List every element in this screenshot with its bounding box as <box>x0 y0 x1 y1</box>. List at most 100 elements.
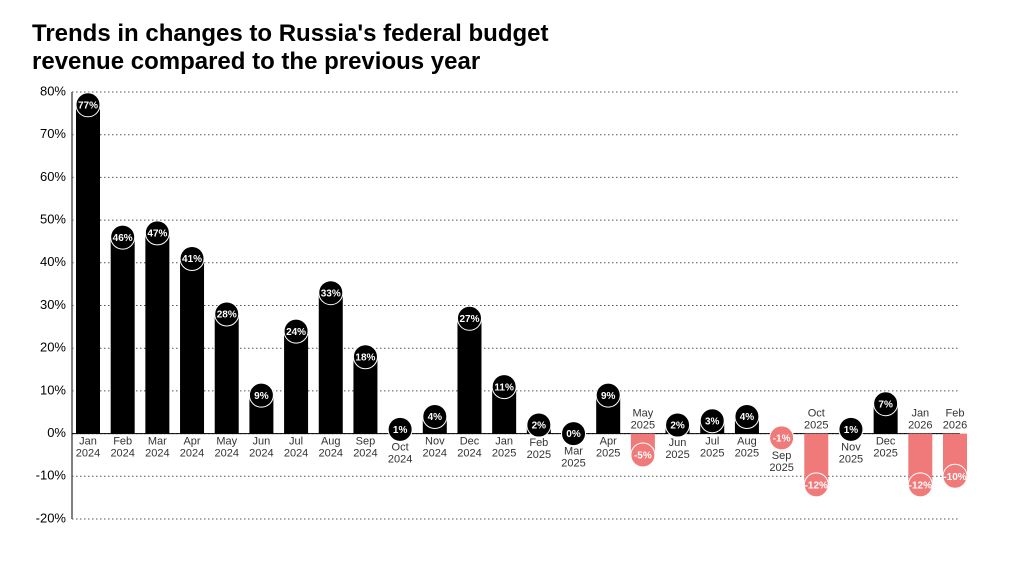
x-tick-label: Jan 2024 <box>76 436 100 460</box>
value-badge <box>352 344 378 370</box>
value-label: 24% <box>286 327 306 338</box>
value-label: -10% <box>943 472 966 483</box>
value-label: -12% <box>805 480 828 491</box>
value-badge <box>561 421 587 447</box>
y-tick-label: 60% <box>40 169 66 184</box>
x-tick-label: Oct 2024 <box>388 441 412 465</box>
value-label: 3% <box>705 416 720 427</box>
x-tick-label: May 2025 <box>631 408 655 432</box>
value-label: 41% <box>182 254 202 265</box>
x-tick-label: Dec 2025 <box>873 436 897 460</box>
x-tick-label: Jul 2024 <box>284 436 308 460</box>
value-label: 46% <box>113 233 133 244</box>
value-label: -12% <box>909 480 932 491</box>
x-tick-label: Dec 2024 <box>457 436 481 460</box>
y-tick-label: 30% <box>40 297 66 312</box>
x-tick-label: Jan 2025 <box>492 436 516 460</box>
x-tick-label: May 2024 <box>214 436 238 460</box>
value-badge <box>942 463 968 489</box>
value-badge <box>595 382 621 408</box>
value-label: 27% <box>459 314 479 325</box>
value-label: 2% <box>670 421 685 432</box>
y-tick-label: 0% <box>47 425 66 440</box>
value-badge <box>318 280 344 306</box>
value-badge <box>110 224 136 250</box>
y-tick-label: 10% <box>40 382 66 397</box>
x-tick-label: Sep 2024 <box>353 436 377 460</box>
value-label: 1% <box>393 425 408 436</box>
x-tick-label: Jul 2025 <box>700 436 724 460</box>
value-badge <box>214 301 240 327</box>
value-label: 77% <box>78 100 98 111</box>
value-badge <box>907 472 933 498</box>
value-badge <box>422 404 448 430</box>
value-label: 9% <box>254 391 269 402</box>
x-tick-label: Nov 2024 <box>423 436 447 460</box>
bar <box>457 306 482 434</box>
bar <box>145 220 170 434</box>
value-label: 28% <box>217 310 237 321</box>
value-label: 1% <box>844 425 859 436</box>
value-label: -5% <box>634 451 652 462</box>
chart-title: Trends in changes to Russia's federal bu… <box>32 20 549 75</box>
bar <box>284 319 309 434</box>
y-tick-label: 50% <box>40 212 66 227</box>
value-label: 33% <box>321 288 341 299</box>
value-label: 0% <box>566 429 581 440</box>
x-tick-label: Nov 2025 <box>839 441 863 465</box>
value-badge <box>699 408 725 434</box>
value-badge <box>144 220 170 246</box>
x-tick-label: Mar 2024 <box>145 436 169 460</box>
value-badge <box>734 404 760 430</box>
x-tick-label: Feb 2025 <box>527 437 551 461</box>
x-tick-label: Aug 2025 <box>735 436 759 460</box>
x-tick-label: Jan 2026 <box>908 408 932 432</box>
value-badge <box>387 416 413 442</box>
y-tick-label: -10% <box>36 468 67 483</box>
bar <box>318 280 343 434</box>
x-tick-label: Aug 2024 <box>319 436 343 460</box>
value-label: 2% <box>532 421 547 432</box>
value-badge <box>491 374 517 400</box>
value-label: -1% <box>773 434 791 445</box>
y-tick-label: 80% <box>40 83 66 98</box>
value-badge <box>179 246 205 272</box>
x-tick-label: Jun 2025 <box>665 437 689 461</box>
y-tick-label: -20% <box>36 510 67 525</box>
value-badge <box>838 416 864 442</box>
value-badge <box>803 472 829 498</box>
value-badge <box>630 442 656 468</box>
value-label: 11% <box>494 382 514 393</box>
x-tick-label: Apr 2024 <box>180 436 204 460</box>
x-tick-label: Mar 2025 <box>561 446 585 470</box>
bar <box>180 246 205 434</box>
x-tick-label: Jun 2024 <box>249 436 273 460</box>
value-badge <box>75 92 101 118</box>
y-tick-label: 20% <box>40 340 66 355</box>
value-label: 7% <box>878 399 893 410</box>
value-label: 9% <box>601 391 616 402</box>
value-badge <box>873 391 899 417</box>
value-badge <box>456 305 482 331</box>
value-badge <box>248 382 274 408</box>
value-badge <box>526 412 552 438</box>
bar <box>76 92 100 434</box>
y-tick-label: 40% <box>40 254 66 269</box>
x-tick-label: Feb 2024 <box>110 436 134 460</box>
x-tick-label: Oct 2025 <box>804 408 828 432</box>
value-label: 4% <box>428 412 443 423</box>
bar <box>214 302 239 434</box>
bar <box>110 225 135 434</box>
value-label: 4% <box>740 412 755 423</box>
value-label: 18% <box>355 352 375 363</box>
value-badge <box>283 318 309 344</box>
value-label: 47% <box>147 229 167 240</box>
value-badge <box>665 412 691 438</box>
x-tick-label: Sep 2025 <box>769 450 793 474</box>
y-tick-label: 70% <box>40 126 66 141</box>
value-badge <box>769 425 795 451</box>
x-tick-label: Feb 2026 <box>943 408 967 432</box>
x-tick-label: Apr 2025 <box>596 436 620 460</box>
